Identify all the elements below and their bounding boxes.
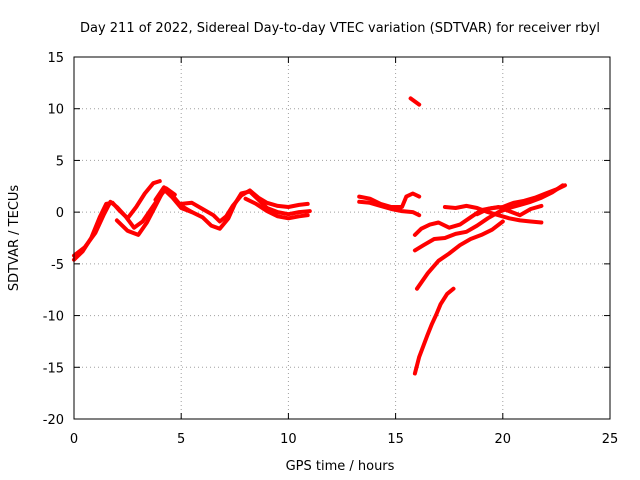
- series-sat-h: [357, 191, 422, 209]
- y-tick-label: -10: [43, 310, 64, 325]
- y-tick-label: 10: [47, 103, 64, 118]
- series-sat-k: [412, 183, 565, 253]
- plot-frame: [73, 56, 611, 420]
- y-tick-label: -20: [43, 413, 64, 428]
- series-sat-f: [243, 196, 310, 221]
- series-sat-n: [412, 286, 456, 376]
- x-tick-label: 20: [495, 432, 512, 447]
- y-tick-label: 0: [56, 206, 64, 221]
- axis-ticks: [73, 56, 611, 420]
- series-sat-c: [114, 187, 194, 237]
- series-sat-o: [475, 203, 544, 218]
- series-sat-i: [408, 96, 422, 107]
- grid-lines: [74, 57, 610, 419]
- data-series: [72, 96, 567, 376]
- series-sat-l: [442, 203, 544, 225]
- y-tick-label: 15: [47, 51, 64, 66]
- y-tick-label: -15: [43, 361, 64, 376]
- x-axis-label: GPS time / hours: [286, 459, 395, 474]
- x-tick-label: 10: [280, 432, 297, 447]
- series-sat-g: [357, 199, 422, 218]
- y-tick-labels: 15 10 5 0 -5 -10 -15 -20: [43, 51, 64, 428]
- y-tick-label: -5: [51, 258, 64, 273]
- series-sat-e: [179, 188, 310, 224]
- series-sat-m: [415, 219, 505, 291]
- y-axis-label: SDTVAR / TECUs: [7, 185, 22, 292]
- x-tick-labels: 0 5 10 15 20 25: [70, 432, 618, 447]
- x-tick-label: 25: [602, 432, 619, 447]
- y-tick-label: 5: [56, 154, 64, 169]
- chart-title: Day 211 of 2022, Sidereal Day-to-day VTE…: [80, 21, 600, 36]
- x-tick-label: 0: [70, 432, 78, 447]
- x-tick-label: 5: [177, 432, 185, 447]
- x-tick-label: 15: [387, 432, 404, 447]
